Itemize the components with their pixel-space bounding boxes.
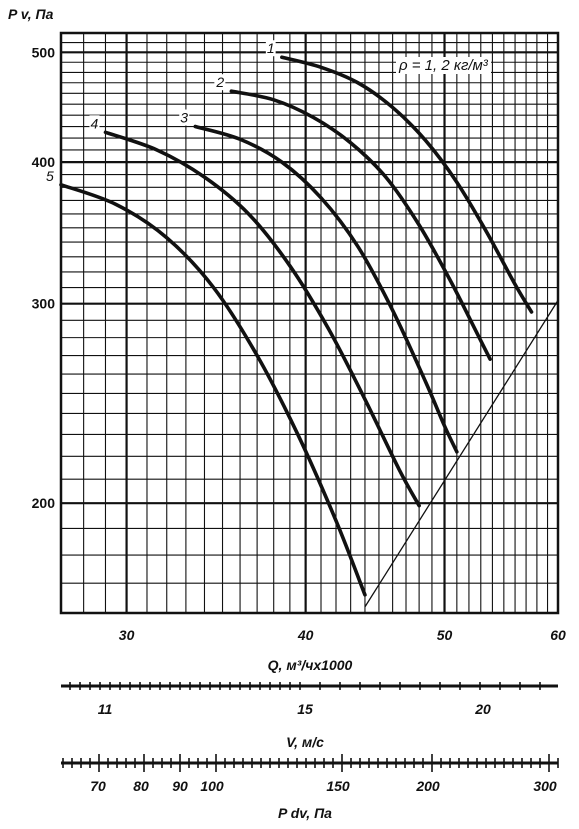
curve-label-bg [45,167,55,184]
system-line [364,300,559,608]
y-tick-label: 400 [32,154,56,170]
fan-curve-3 [193,124,459,454]
x-axis-title: Q, м³/чх1000 [267,657,353,673]
y-tick-label: 200 [32,495,56,511]
secondary-tick-label: 300 [533,778,557,794]
secondary-tick-label: 20 [474,701,491,717]
secondary-tick-label: 11 [98,701,113,717]
secondary-tick-label: 200 [415,778,440,794]
fan-curves: 1 2 3 4 5 [45,40,534,597]
velocity-axis-title: V, м/с [286,734,324,750]
curve-label-bg [265,40,276,57]
curve-label-5: 5 [46,168,54,184]
curve-label-bg [214,74,226,91]
secondary-tick-label: 70 [90,778,106,794]
curve-label-bg [89,115,100,132]
fan-curve-2 [229,89,492,361]
x-tick-label: 30 [119,627,135,643]
curve-label-bg [179,109,190,126]
fan-curve-1 [280,55,534,314]
tick-labels: 200 300 400 500 30 40 50 60 [32,44,566,643]
system-resistance-line [364,300,559,608]
grid [59,31,560,615]
curve-label-3: 3 [180,110,188,126]
fan-curve-5 [59,182,367,597]
x-tick-label: 50 [437,627,453,643]
y-tick-label: 300 [32,296,56,312]
x-tick-label: 60 [550,627,566,643]
y-axis-title: P v, Па [8,6,54,22]
curve-label-2: 2 [215,74,224,90]
secondary-tick-label: 90 [172,778,188,794]
dynamic-pressure-axis-title: P dv, Па [278,805,332,821]
plot-frame [59,31,560,615]
x-tick-label: 40 [297,627,314,643]
secondary-axes: 11 15 20 70 80 90 100 150 200 300 [61,682,559,794]
secondary-tick-label: 150 [326,778,350,794]
secondary-tick-label: 100 [200,778,224,794]
curve-label-1: 1 [267,40,275,56]
fan-curve-4 [103,130,421,508]
secondary-tick-label: 15 [297,701,313,717]
y-tick-label: 500 [32,44,56,60]
secondary-tick-label: 80 [133,778,149,794]
curve-label-4: 4 [90,115,98,131]
density-annotation: ρ = 1, 2 кг/м³ [396,57,491,74]
